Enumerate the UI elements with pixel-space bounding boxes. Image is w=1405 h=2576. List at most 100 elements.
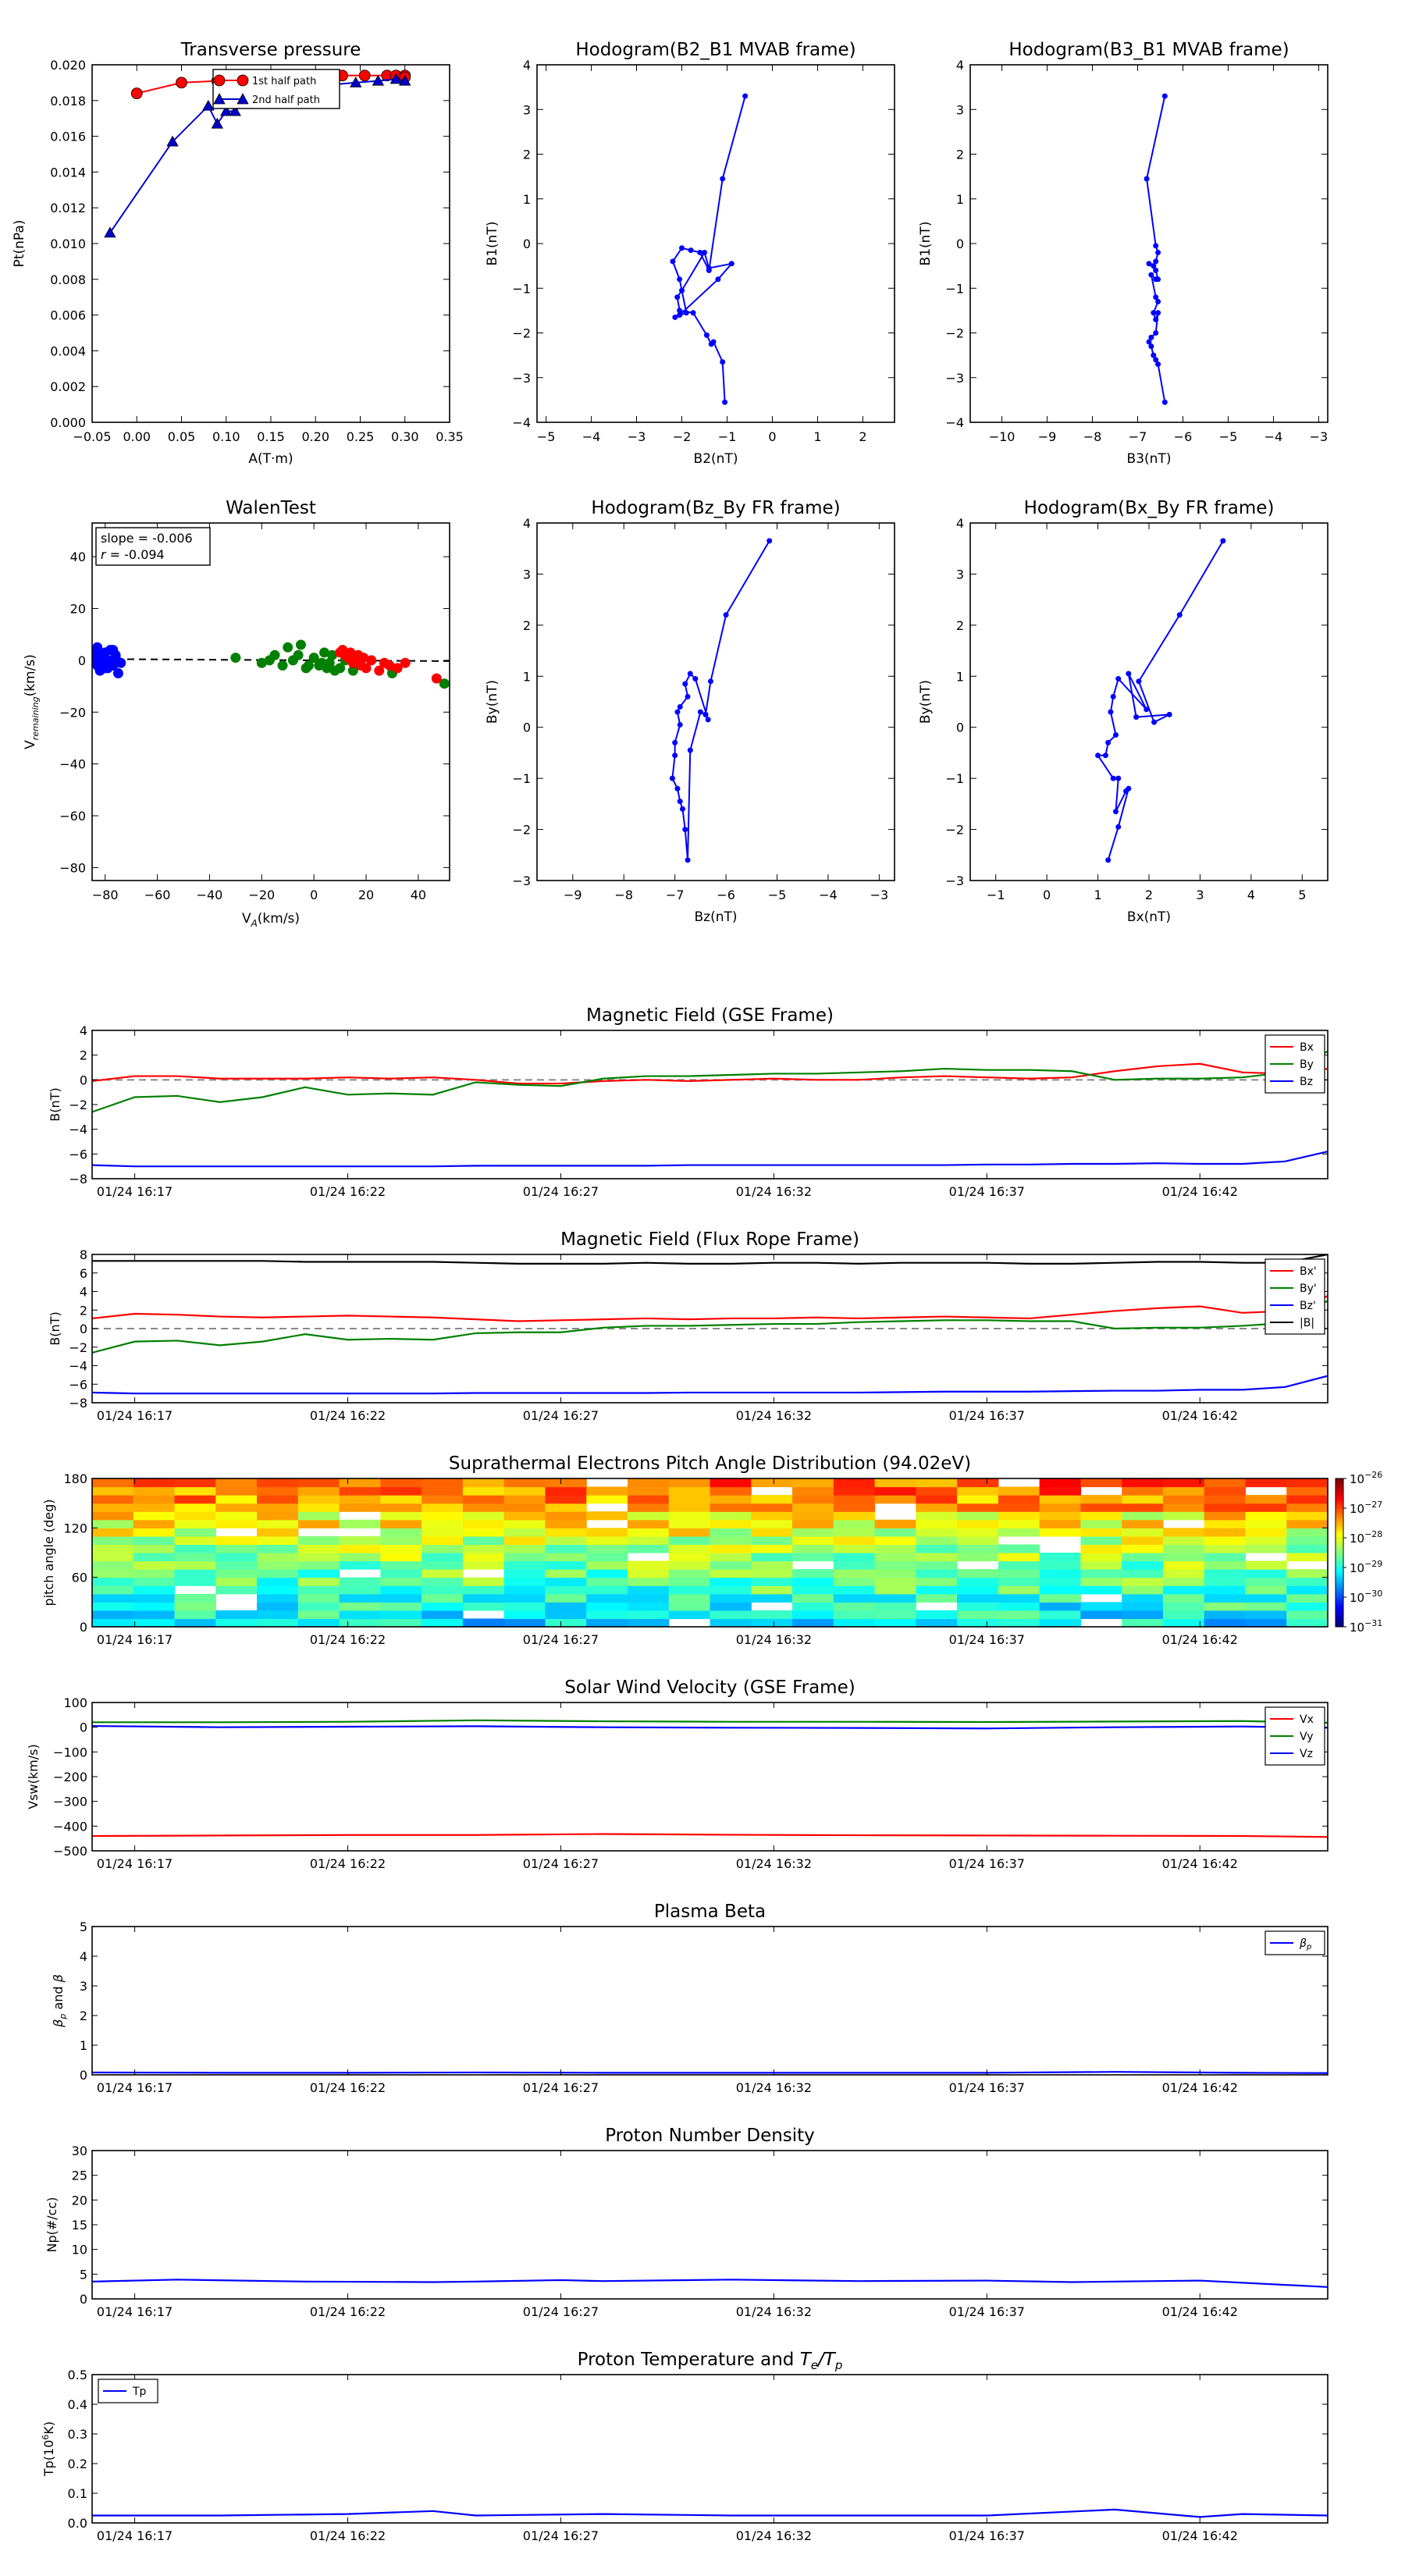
heatmap-cell [215,1544,258,1553]
colorbar-label: 10−28 [1350,1529,1382,1546]
heatmap-cell [957,1577,999,1586]
heatmap-cell [545,1618,587,1628]
y-axis-label: B1(nT) [485,222,500,266]
y-tick-label: 3 [523,567,531,582]
chart-hodogram-b3-b1: −10 −9 −8 −7 −6 −5 −4 −3−4−3−2−101234B3(nT)B1(n… [918,40,1328,467]
data-point [705,717,711,723]
x-tick-label: 01/24 16:22 [310,1184,386,1199]
heatmap-cell [503,1544,546,1553]
heatmap-cell [422,1577,464,1586]
annotation-r: r = -0.094 [101,547,165,562]
colorbar-segment [1336,1523,1343,1526]
legend-label: Bx' [1300,1265,1317,1278]
heatmap-cell [1162,1618,1205,1628]
colorbar-segment [1336,1553,1343,1556]
y-tick-label: 5 [80,1920,87,1934]
heatmap-cell [1245,1577,1287,1586]
heatmap-cell [545,1610,587,1620]
data-point [335,663,346,674]
data-point [230,653,241,664]
y-tick-label: −2 [512,823,531,838]
x-tick-label: −40 [197,888,223,902]
heatmap-cell [133,1618,176,1628]
heatmap-cell [627,1511,670,1521]
heatmap-cell [545,1553,587,1562]
legend-label: By [1300,1059,1314,1071]
heatmap-cell [627,1569,670,1578]
heatmap-cell [710,1535,752,1546]
y-tick-label: 5 [80,2267,87,2282]
data-point [366,655,377,666]
heatmap-cell [503,1535,546,1546]
data-point [679,806,685,812]
heatmap-cell [297,1519,340,1528]
y-tick-label: 0 [80,1073,87,1087]
data-point [710,339,717,345]
heatmap-cell [297,1486,340,1496]
data-point [1146,261,1152,267]
plot-area [1144,93,1168,405]
y-tick-label: −20 [59,705,86,720]
x-tick-label: 2 [859,429,866,444]
heatmap-cell [133,1585,176,1595]
heatmap-cell [627,1528,670,1537]
x-tick-label: 20 [358,888,374,902]
heatmap-cell [998,1593,1040,1603]
heatmap-cell [1245,1528,1287,1537]
heatmap-cell [957,1519,999,1528]
heatmap-cell [1286,1602,1329,1611]
heatmap-cell [174,1618,216,1628]
heatmap-cell [92,1535,134,1546]
y-tick-label: 1 [956,192,964,207]
heatmap-cell [668,1486,711,1496]
x-tick-label: −3 [870,888,889,902]
heatmap-cell [257,1519,299,1528]
heatmap-cell [1039,1495,1081,1504]
data-point [293,649,304,660]
heatmap-cell [833,1553,876,1562]
data-point [1126,785,1132,792]
heatmap-cell [422,1553,464,1562]
colorbar-segment [1336,1488,1343,1492]
heatmap-cell [1080,1569,1122,1578]
plot-title: Plasma Beta [654,1902,766,1922]
heatmap-cell [92,1478,134,1488]
data-point [687,671,693,677]
y-axis-label: pitch angle (deg) [41,1499,56,1606]
x-tick-label: 01/24 16:27 [523,1184,599,1199]
legend-label: Bz [1300,1076,1313,1088]
y-tick-label: 0.020 [50,58,86,73]
legend-label: Vy [1300,1731,1314,1743]
heatmap-cell [503,1577,546,1586]
heatmap-cell [792,1544,834,1553]
heatmap-cell [174,1593,216,1603]
heatmap-cell [339,1519,381,1528]
y-tick-label: 3 [956,102,964,117]
heatmap-cell [792,1495,834,1504]
data-point [108,645,119,656]
heatmap-cell [422,1560,464,1570]
plot-area [92,1050,1328,1168]
heatmap-cell [133,1511,176,1521]
colorbar-segment [1336,1510,1343,1514]
heatmap-cell [792,1593,834,1603]
legend-label: Vx [1300,1713,1314,1726]
heatmap-cell [380,1585,422,1595]
heatmap-cell [710,1610,752,1620]
plot-title: Proton Number Density [605,2126,815,2146]
heatmap-cell [215,1560,258,1570]
heatmap-cell [1286,1569,1329,1578]
heatmap-cell [998,1618,1040,1628]
y-tick-label: −3 [945,371,964,386]
colorbar-segment [1336,1528,1343,1531]
x-tick-label: 01/24 16:42 [1162,2080,1238,2095]
heatmap-cell [957,1511,999,1521]
data-point [1112,732,1119,738]
heatmap-cell [422,1486,464,1496]
plot-title: Hodogram(Bx_By FR frame) [1024,498,1275,518]
y-tick-label: 0.5 [68,2368,87,2382]
heatmap-cell [833,1478,876,1488]
heatmap-cell [462,1495,505,1504]
heatmap-cell [380,1560,422,1570]
chart-magnetic-field-gse: Magnetic Field (GSE Frame) 01/24 16:17 01/… [48,1005,1329,1199]
